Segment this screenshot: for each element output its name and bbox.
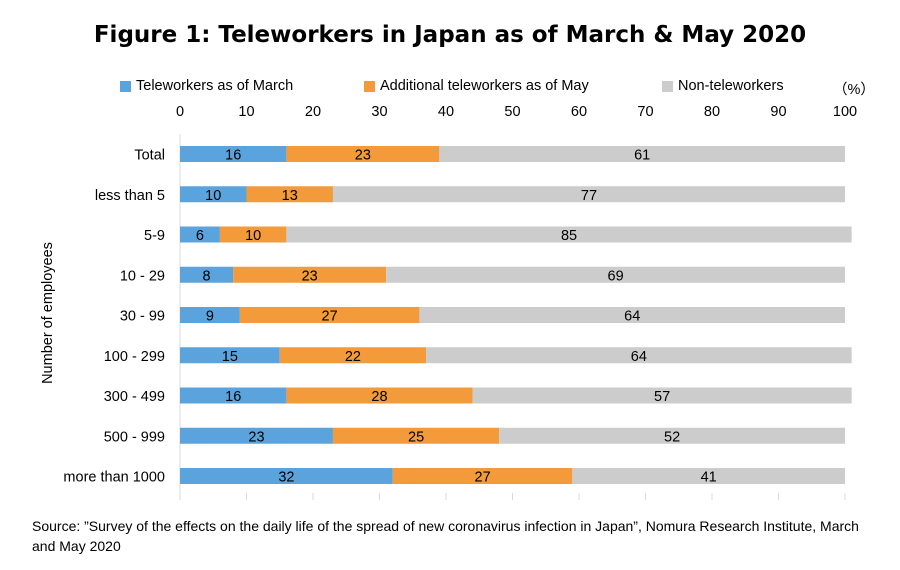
x-tick-label: 0	[176, 104, 184, 120]
data-label: 22	[345, 349, 361, 365]
category-label: 500 - 999	[104, 429, 165, 445]
legend-swatch-non	[662, 80, 673, 92]
bar-segment	[419, 307, 845, 323]
category-label: 30 - 99	[120, 309, 165, 325]
bar-segment	[180, 146, 287, 162]
bar-segment	[286, 146, 440, 162]
bar-segment	[426, 347, 852, 364]
data-label: 28	[371, 389, 387, 405]
data-label: 85	[561, 228, 577, 244]
data-label: 64	[631, 349, 647, 365]
x-tick-label: 10	[238, 104, 254, 120]
legend-unit: （%）	[833, 82, 875, 98]
x-tick-label: 80	[704, 104, 720, 120]
data-label: 23	[302, 268, 318, 284]
bar-segment	[180, 226, 220, 243]
data-label: 10	[205, 188, 221, 204]
bar-segment	[386, 266, 845, 283]
legend-swatch-may	[364, 80, 375, 92]
data-label: 23	[248, 429, 264, 445]
legend-item-non: Non-teleworkers	[662, 78, 784, 94]
category-label: less than 5	[95, 188, 165, 204]
bar-segment	[180, 427, 333, 444]
x-tick-label: 90	[770, 104, 786, 120]
category-label: more than 1000	[63, 470, 165, 486]
bar-segment	[219, 226, 287, 243]
data-label: 23	[355, 148, 371, 164]
category-label: Total	[134, 148, 165, 164]
data-label: 16	[225, 389, 241, 405]
data-label: 69	[608, 268, 624, 284]
data-label: 32	[278, 470, 294, 486]
data-label: 13	[282, 188, 298, 204]
legend-label-march: Teleworkers as of March	[136, 78, 294, 94]
data-label: 27	[322, 309, 338, 325]
data-label: 61	[634, 148, 650, 164]
bar-segment	[180, 186, 247, 203]
chart-title: Figure 1: Teleworkers in Japan as of Mar…	[93, 22, 807, 48]
legend-label-non: Non-teleworkers	[678, 78, 784, 94]
bar-segment	[180, 468, 393, 484]
chart-legend: Teleworkers as of March Additional telew…	[0, 78, 900, 98]
y-axis-title: Number of employees	[40, 242, 56, 384]
bar-segment	[439, 146, 845, 162]
data-label: 10	[245, 228, 261, 244]
bar-segment	[392, 468, 573, 484]
bar-segment	[279, 347, 427, 364]
bar-segment	[332, 427, 500, 444]
data-label: 77	[581, 188, 597, 204]
data-label: 16	[225, 148, 241, 164]
bar-segment	[180, 266, 234, 283]
data-label: 25	[408, 429, 424, 445]
x-tick-label: 30	[371, 104, 387, 120]
data-label: 6	[196, 228, 204, 244]
bar-segment	[233, 266, 387, 283]
legend-item-may: Additional teleworkers as of May	[364, 78, 589, 94]
data-label: 9	[206, 309, 214, 325]
data-label: 41	[701, 470, 717, 486]
data-label: 57	[654, 389, 670, 405]
category-label: 100 - 299	[104, 349, 165, 365]
bar-segment	[286, 387, 473, 404]
data-label: 8	[203, 268, 211, 284]
bar-segment	[180, 307, 240, 323]
bar-segment	[499, 427, 845, 444]
bar-segment	[572, 468, 845, 484]
category-label: 5-9	[144, 228, 165, 244]
x-tick-label: 20	[305, 104, 321, 120]
legend-label-may: Additional teleworkers as of May	[380, 78, 589, 94]
bar-segment	[332, 186, 845, 203]
stacked-bar-chart: 0 10 20 30 40 50 60 70 80 90 100 Total 16 23 61 less th…	[40, 104, 857, 500]
bar-segment	[246, 186, 333, 203]
legend-swatch-march	[120, 80, 131, 92]
data-label: 52	[664, 429, 680, 445]
x-tick-label: 70	[637, 104, 653, 120]
data-label: 27	[475, 470, 491, 486]
bar-segment	[472, 387, 852, 404]
data-label: 64	[624, 309, 640, 325]
legend-item-march: Teleworkers as of March	[120, 78, 293, 94]
bar-segment	[180, 387, 287, 404]
category-label: 10 - 29	[120, 268, 165, 284]
source-note: Source: ”Survey of the effects on the da…	[32, 518, 859, 554]
bar-segment	[286, 226, 852, 243]
bar-segment	[180, 347, 280, 364]
category-label: 300 - 499	[104, 389, 165, 405]
data-label: 15	[222, 349, 238, 365]
x-tick-label: 50	[504, 104, 520, 120]
bar-segment	[239, 307, 420, 323]
x-tick-label: 40	[438, 104, 454, 120]
x-tick-label: 60	[571, 104, 587, 120]
x-tick-label: 100	[833, 104, 857, 120]
